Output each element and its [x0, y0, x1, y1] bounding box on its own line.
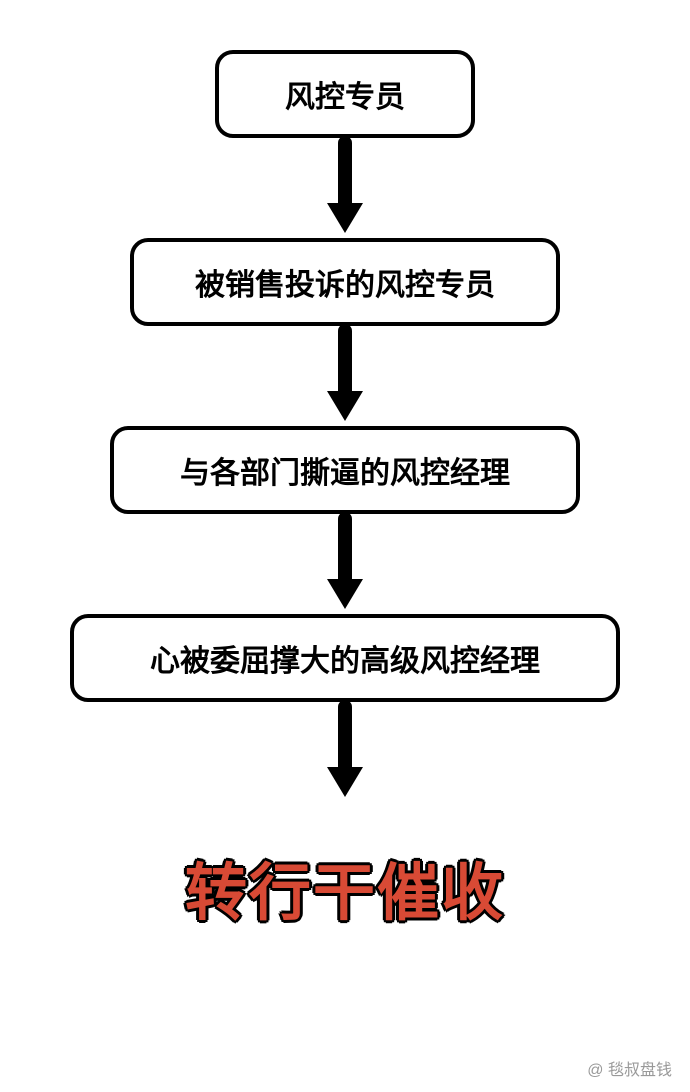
- flow-node-2-label: 被销售投诉的风控专员: [195, 260, 495, 304]
- flow-arrow-3: [320, 514, 370, 614]
- flow-arrow-2: [320, 326, 370, 426]
- flow-arrow-4: [320, 702, 370, 802]
- flow-arrow-1: [320, 138, 370, 238]
- watermark-text: @ 毯叔盘钱: [587, 1062, 672, 1079]
- flow-node-3: 与各部门撕逼的风控经理: [110, 426, 580, 514]
- flow-node-4: 心被委屈撑大的高级风控经理: [70, 614, 620, 702]
- flow-node-1: 风控专员: [215, 50, 475, 138]
- flow-node-3-label: 与各部门撕逼的风控经理: [180, 448, 510, 492]
- flow-final-text: 转行干催收: [185, 842, 505, 932]
- flow-final-label: 转行干催收: [185, 859, 505, 928]
- watermark: @ 毯叔盘钱: [587, 1056, 672, 1080]
- flow-node-1-label: 风控专员: [285, 72, 405, 116]
- flow-node-4-label: 心被委屈撑大的高级风控经理: [150, 636, 540, 680]
- flow-node-2: 被销售投诉的风控专员: [130, 238, 560, 326]
